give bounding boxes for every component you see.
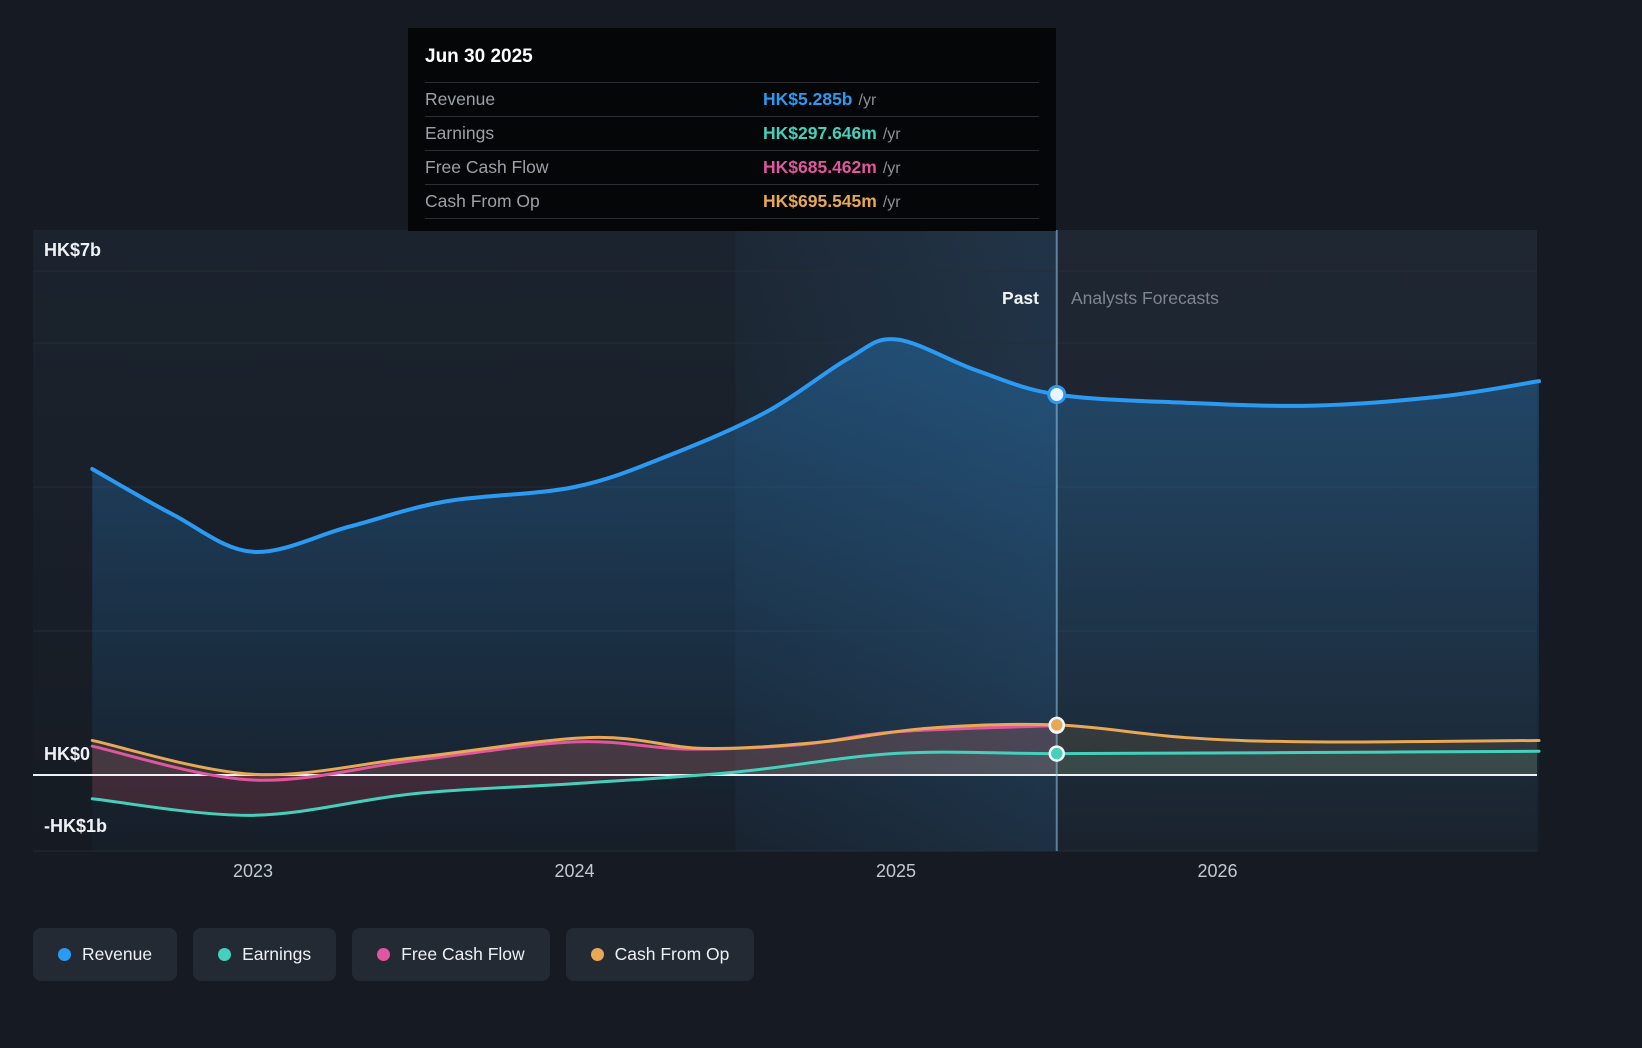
past-section-label: Past (1002, 288, 1039, 308)
marker-revenue[interactable] (1047, 384, 1067, 404)
analysts-forecasts-section-label: Analysts Forecasts (1071, 288, 1219, 308)
earnings-dot-icon (218, 948, 232, 961)
tooltip-row-suffix: /yr (882, 160, 901, 177)
x-axis-label-2024: 2024 (554, 861, 595, 881)
marker-cash-from-op[interactable] (1048, 716, 1065, 734)
legend: Revenue Earnings Free Cash Flow Cash Fro… (33, 928, 755, 981)
series-line-earnings (90, 749, 1541, 817)
legend-item-free-cash-flow[interactable]: Free Cash Flow (352, 928, 550, 981)
legend-label: Revenue (82, 944, 153, 964)
tooltip-row-revenue: Revenue HK$5.285b/yr (425, 82, 1039, 116)
tooltip-row-value: HK$695.545m/yr (763, 191, 901, 211)
series-line-revenue (90, 337, 1541, 554)
tooltip: Jun 30 2025 Revenue HK$5.285b/yr Earning… (408, 28, 1056, 231)
tooltip-row-cash-from-op: Cash From Op HK$695.545m/yr (425, 184, 1039, 219)
tooltip-row-label: Revenue (425, 89, 496, 109)
y-axis-label-neg1b: -HK$1b (44, 816, 108, 836)
tooltip-row-earnings: Earnings HK$297.646m/yr (425, 116, 1039, 150)
tooltip-row-label: Cash From Op (425, 191, 540, 211)
legend-item-revenue[interactable]: Revenue (33, 928, 178, 981)
y-axis-label-7b: HK$7b (44, 240, 102, 260)
y-axis-label-0: HK$0 (44, 744, 91, 764)
free-cash-flow-dot-icon (377, 948, 391, 961)
legend-label: Free Cash Flow (401, 944, 525, 964)
tooltip-row-value: HK$5.285b/yr (763, 89, 877, 109)
legend-item-earnings[interactable]: Earnings (193, 928, 337, 981)
tooltip-row-suffix: /yr (882, 126, 901, 143)
x-axis-label-2026: 2026 (1197, 861, 1238, 881)
tooltip-row-label: Free Cash Flow (425, 157, 549, 177)
revenue-area-fill (92, 339, 1539, 851)
x-axis-label-2025: 2025 (875, 861, 917, 881)
tooltip-row-suffix: /yr (882, 194, 901, 211)
marker-earnings[interactable] (1048, 745, 1065, 762)
series-line-cash-from-op (90, 722, 1541, 777)
negative-area-fill (92, 775, 1537, 816)
x-axis-label-2023: 2023 (232, 861, 274, 881)
revenue-dot-icon (58, 948, 71, 961)
tooltip-row-free-cash-flow: Free Cash Flow HK$685.462m/yr (425, 150, 1039, 184)
tooltip-rows: Revenue HK$5.285b/yr Earnings HK$297.646… (425, 82, 1039, 219)
tooltip-row-suffix: /yr (858, 92, 877, 109)
legend-item-cash-from-op[interactable]: Cash From Op (565, 928, 755, 981)
tooltip-row-value: HK$685.462m/yr (763, 157, 901, 177)
cash-from-op-dot-icon (590, 948, 604, 961)
negative-area-fill (92, 775, 1057, 781)
tooltip-date: Jun 30 2025 (425, 46, 533, 67)
legend-label: Cash From Op (614, 944, 730, 964)
tooltip-row-label: Earnings (425, 123, 495, 143)
legend-label: Earnings (242, 944, 312, 964)
tooltip-row-value: HK$297.646m/yr (763, 123, 901, 143)
